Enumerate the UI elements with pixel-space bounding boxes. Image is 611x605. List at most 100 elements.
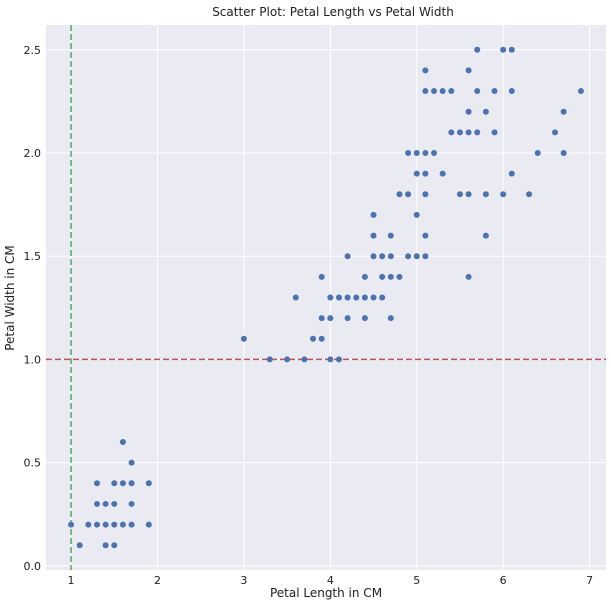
scatter-point-12 [111,480,118,487]
scatter-point-64 [422,232,429,239]
scatter-point-7 [102,521,109,528]
scatter-point-79 [465,191,472,198]
scatter-point-38 [344,253,351,260]
x-ticks: 1 2 3 4 5 6 7 [68,574,594,587]
x-tick-label: 6 [500,574,507,587]
scatter-point-88 [482,108,489,115]
scatter-point-99 [560,149,567,156]
scatter-point-32 [327,315,334,322]
scatter-point-24 [284,356,291,363]
scatter-point-67 [422,149,429,156]
scatter-point-51 [387,273,394,280]
scatter-point-42 [361,273,368,280]
scatter-point-86 [482,232,489,239]
scatter-point-10 [111,521,118,528]
scatter-point-15 [119,439,126,446]
scatter-point-54 [396,273,403,280]
scatter-point-31 [327,356,334,363]
scatter-point-47 [379,294,386,301]
scatter-point-80 [465,129,472,136]
scatter-point-8 [102,500,109,507]
scatter-point-52 [387,253,394,260]
scatter-point-27 [310,335,317,342]
scatter-point-60 [413,211,420,218]
chart-title: Scatter Plot: Petal Length vs Petal Widt… [212,5,454,19]
scatter-point-69 [422,67,429,74]
reference-lines [46,25,606,570]
scatter-point-59 [413,253,420,260]
scatter-point-87 [482,191,489,198]
y-tick-label: 0.5 [24,457,42,470]
scatter-point-96 [526,191,533,198]
scatter-point-13 [119,521,126,528]
scatter-point-29 [318,315,325,322]
scatter-point-50 [387,315,394,322]
scatter-point-95 [508,46,515,53]
y-axis-label: Petal Width in CM [3,245,17,351]
scatter-point-2 [85,521,92,528]
scatter-point-93 [508,170,515,177]
scatter-point-49 [379,253,386,260]
scatter-point-61 [413,170,420,177]
scatter-point-34 [335,356,342,363]
scatter-point-4 [93,500,100,507]
scatter-point-46 [370,211,377,218]
x-tick-label: 4 [327,574,334,587]
scatter-point-14 [119,480,126,487]
x-tick-label: 5 [413,574,420,587]
scatter-point-36 [344,315,351,322]
scatter-point-18 [128,480,135,487]
scatter-point-26 [301,356,308,363]
scatter-point-1 [76,542,83,549]
scatter-point-84 [474,88,481,95]
plot-area [46,25,606,570]
scatter-point-9 [111,542,118,549]
scatter-point-5 [93,480,100,487]
scatter-point-78 [465,273,472,280]
scatter-point-77 [456,129,463,136]
scatter-point-3 [93,521,100,528]
scatter-point-40 [361,315,368,322]
scatter-point-73 [439,88,446,95]
scatter-point-20 [145,521,152,528]
x-tick-label: 1 [68,574,75,587]
y-tick-label: 1.0 [24,353,42,366]
scatter-point-90 [491,88,498,95]
scatter-point-23 [266,356,273,363]
scatter-point-0 [68,521,75,528]
scatter-point-72 [439,170,446,177]
x-axis-label: Petal Length in CM [270,586,382,600]
scatter-point-94 [508,88,515,95]
scatter-point-63 [422,253,429,260]
scatter-point-48 [379,273,386,280]
scatter-point-16 [128,521,135,528]
x-tick-label: 3 [240,574,247,587]
x-tick-label: 2 [154,574,161,587]
scatter-point-41 [361,294,368,301]
scatter-point-17 [128,500,135,507]
scatter-point-28 [318,335,325,342]
scatter-point-57 [405,191,412,198]
scatter-point-74 [448,129,455,136]
scatter-point-44 [370,253,377,260]
scatter-point-22 [240,335,247,342]
scatter-point-83 [474,129,481,136]
scatter-point-98 [552,129,559,136]
scatter-point-65 [422,191,429,198]
scatter-point-75 [448,88,455,95]
scatter-point-25 [292,294,299,301]
scatter-point-100 [560,108,567,115]
scatter-point-97 [534,149,541,156]
scatter-point-39 [353,294,360,301]
data-points [68,46,584,549]
y-tick-label: 2.0 [24,147,42,160]
scatter-point-30 [318,273,325,280]
scatter-point-55 [396,191,403,198]
scatter-point-71 [431,88,438,95]
scatter-point-11 [111,500,118,507]
scatter-point-85 [474,46,481,53]
scatter-point-35 [335,294,342,301]
scatter-point-45 [370,232,377,239]
scatter-point-56 [405,253,412,260]
